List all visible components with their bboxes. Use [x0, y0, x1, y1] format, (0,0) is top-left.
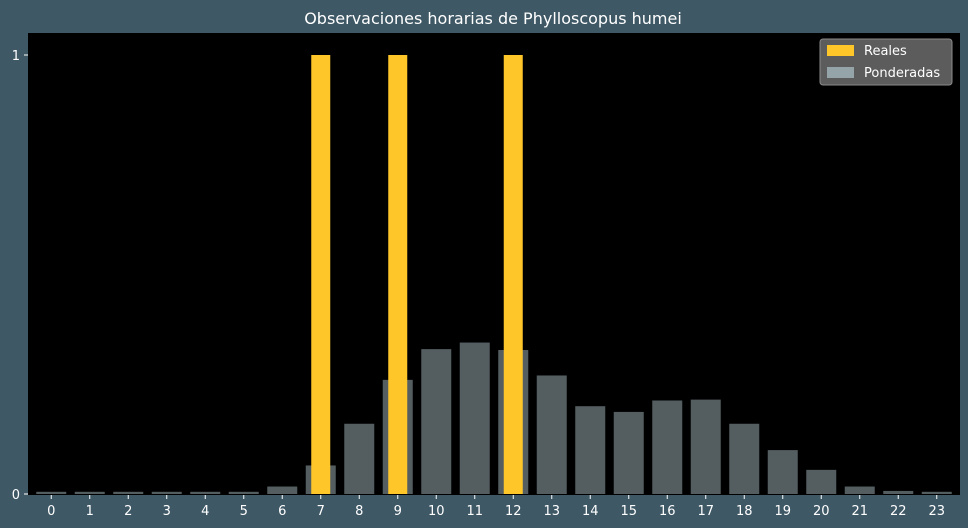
- bar-ponderadas-15: [613, 411, 644, 494]
- x-tick-label: 5: [240, 504, 248, 519]
- bar-reales-7: [311, 55, 331, 494]
- bar-ponderadas-3: [151, 491, 182, 494]
- bar-ponderadas-0: [36, 491, 67, 494]
- bar-ponderadas-8: [344, 423, 375, 494]
- y-axis-ticks: 01: [12, 49, 28, 503]
- x-tick-label: 23: [928, 504, 945, 519]
- bar-ponderadas-20: [806, 469, 837, 494]
- x-tick-label: 7: [317, 504, 325, 519]
- bar-reales-9: [388, 55, 408, 494]
- x-tick-label: 22: [890, 504, 907, 519]
- bar-ponderadas-16: [652, 400, 683, 494]
- chart-title: Observaciones horarias de Phylloscopus h…: [304, 9, 682, 28]
- x-tick-label: 1: [86, 504, 94, 519]
- bar-ponderadas-22: [883, 490, 914, 494]
- x-tick-label: 12: [505, 504, 522, 519]
- bar-ponderadas-14: [575, 406, 606, 494]
- x-tick-label: 10: [428, 504, 445, 519]
- x-tick-label: 2: [124, 504, 132, 519]
- bar-ponderadas-21: [844, 486, 875, 494]
- x-tick-label: 6: [278, 504, 286, 519]
- bar-ponderadas-4: [190, 491, 221, 494]
- x-tick-label: 17: [697, 504, 714, 519]
- bar-ponderadas-23: [921, 491, 952, 494]
- x-tick-label: 15: [620, 504, 637, 519]
- legend-swatch-reales: [827, 45, 854, 56]
- x-tick-label: 21: [851, 504, 868, 519]
- bar-ponderadas-11: [459, 342, 490, 494]
- bar-ponderadas-5: [228, 491, 259, 494]
- x-tick-label: 14: [582, 504, 599, 519]
- legend-label-reales: Reales: [864, 44, 907, 59]
- x-tick-label: 0: [47, 504, 55, 519]
- x-tick-label: 8: [355, 504, 363, 519]
- x-tick-label: 11: [466, 504, 483, 519]
- x-tick-label: 9: [394, 504, 402, 519]
- series-reales-bars: [311, 55, 523, 494]
- x-tick-label: 16: [659, 504, 676, 519]
- bar-ponderadas-18: [729, 423, 760, 494]
- x-axis-ticks: 0 1 2 3 4 5 6 7 8 9 10 11 12 13 14 15 16 17 18 19 20 21 22 23: [47, 495, 945, 519]
- bar-ponderadas-2: [113, 491, 144, 494]
- bar-reales-12: [503, 55, 523, 494]
- legend-swatch-ponderadas: [827, 67, 854, 78]
- legend: Reales Ponderadas: [819, 38, 953, 86]
- x-tick-label: 4: [201, 504, 209, 519]
- y-tick-label: 0: [12, 488, 20, 503]
- legend-label-ponderadas: Ponderadas: [864, 66, 940, 81]
- plot-area: [28, 33, 960, 495]
- x-tick-label: 19: [774, 504, 791, 519]
- y-tick-label: 1: [12, 49, 20, 64]
- x-tick-label: 3: [163, 504, 171, 519]
- bar-ponderadas-10: [421, 349, 452, 494]
- bar-ponderadas-17: [690, 399, 721, 494]
- x-tick-label: 20: [813, 504, 830, 519]
- x-tick-label: 13: [543, 504, 560, 519]
- bar-ponderadas-6: [267, 486, 298, 494]
- x-tick-label: 18: [736, 504, 753, 519]
- bar-ponderadas-19: [767, 450, 798, 494]
- bar-ponderadas-13: [536, 375, 567, 494]
- bar-ponderadas-1: [74, 491, 105, 494]
